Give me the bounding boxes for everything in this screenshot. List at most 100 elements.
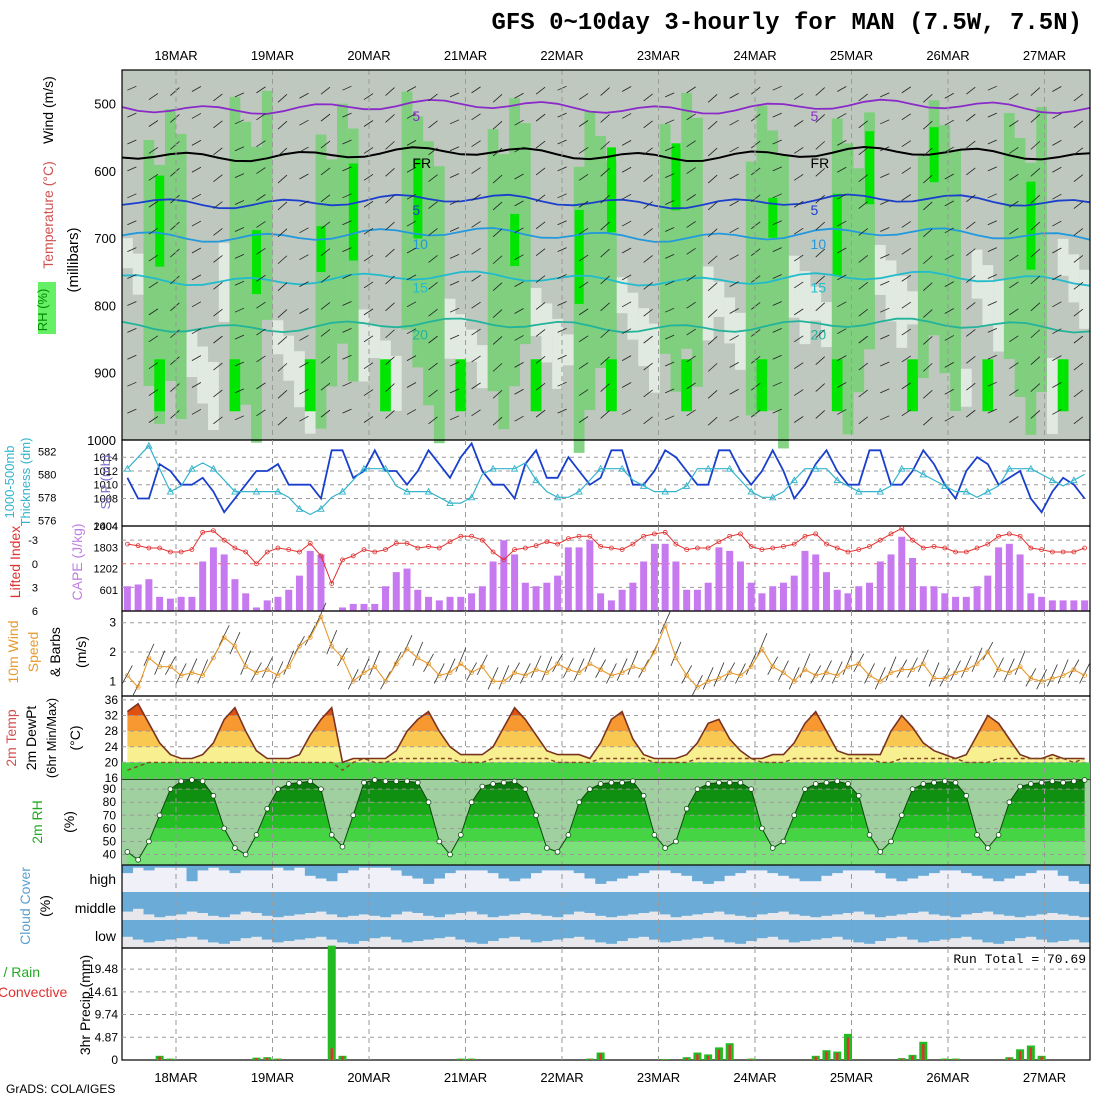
- rh-mid-cell: [154, 164, 166, 424]
- thickness-marker: [489, 464, 497, 472]
- rh-mid-cell: [853, 168, 865, 393]
- cloud-bar-middle: [778, 892, 790, 912]
- wind10m-marker: [297, 643, 302, 649]
- cape-bar: [209, 547, 217, 611]
- cape-bar: [736, 561, 744, 611]
- upper-wind-barb: [794, 93, 804, 100]
- upper-wind-barb: [643, 335, 653, 344]
- upper-wind-barb: [772, 85, 782, 91]
- cloud-bar-high: [476, 865, 488, 871]
- cloud-bar-high: [1046, 865, 1059, 871]
- upper-wind-barb: [578, 200, 589, 208]
- upper-wind-barb: [535, 221, 546, 230]
- precip-convective-bar: [330, 1048, 333, 1060]
- wind10m-barb: [616, 658, 628, 681]
- cloud-bar-low: [778, 920, 790, 940]
- thickness-marker: [962, 487, 971, 495]
- upper-wind-barb: [600, 329, 610, 339]
- temp-band: [127, 731, 1085, 747]
- upper-wind-barb: [600, 167, 610, 177]
- cloud-bar-middle: [552, 892, 564, 918]
- lifted-marker: [200, 529, 206, 535]
- upper-wind-barb: [342, 193, 352, 199]
- upper-wind-barb: [643, 93, 653, 102]
- upper-wind-barb: [213, 389, 223, 398]
- cloud-bar-low: [315, 920, 327, 937]
- rh2m-tick: 70: [103, 808, 117, 822]
- wind10m-marker: [318, 614, 324, 620]
- upper-wind-barb: [449, 173, 460, 179]
- lifted-marker: [178, 549, 184, 555]
- upper-wind-barb: [492, 389, 503, 399]
- cloud-bar-high: [595, 865, 607, 884]
- thickness-marker: [725, 464, 734, 472]
- upper-wind-barb: [492, 255, 503, 265]
- cloud-bar-low: [1057, 920, 1069, 941]
- cloud-bar-high: [132, 865, 144, 868]
- cape-bar: [650, 543, 658, 611]
- upper-wind-barb: [858, 308, 869, 317]
- cloud-bar-low: [853, 920, 865, 943]
- upper-wind-barb: [686, 221, 696, 228]
- wind10m-barb: [455, 647, 467, 672]
- cloud-bar-middle: [874, 892, 886, 918]
- cloud-bar-high: [778, 865, 790, 876]
- lifted-marker: [264, 549, 270, 555]
- upper-wind-barb: [406, 409, 417, 415]
- cloud-bar-middle: [788, 892, 800, 915]
- cloud-bar-high: [1079, 865, 1091, 884]
- cape-bar: [930, 586, 938, 611]
- cloud-bar-middle: [756, 892, 768, 915]
- wind10m-barb: [584, 647, 596, 672]
- lifted-marker: [383, 547, 388, 553]
- cape-bar: [1027, 593, 1035, 611]
- date-label-bottom: 23MAR: [637, 1070, 680, 1085]
- cloud-bar-low: [756, 920, 768, 939]
- cloud-bar-middle: [466, 892, 478, 912]
- thickness-marker: [1027, 464, 1035, 472]
- lifted-marker: [953, 549, 958, 555]
- wind10m-marker: [479, 664, 485, 670]
- lifted-marker: [845, 549, 851, 555]
- upper-wind-barb: [449, 388, 460, 394]
- rh-bright-low: [530, 359, 542, 412]
- upper-wind-barb: [944, 308, 954, 314]
- wind10m-marker: [404, 646, 410, 652]
- upper-wind-barb: [901, 221, 911, 228]
- thickness-marker: [1070, 476, 1078, 484]
- upper-wind-barb: [148, 147, 159, 154]
- cloud-bar-low: [896, 920, 908, 937]
- upper-wind-barb: [535, 329, 546, 337]
- upper-wind-barb: [170, 356, 180, 365]
- precip-convective-bar: [1008, 1057, 1011, 1060]
- temp-tick: 24: [105, 740, 119, 754]
- lifted-marker: [469, 533, 474, 539]
- upper-wind-barb: [815, 383, 825, 392]
- upper-wind-barb: [729, 254, 739, 261]
- cape-bar: [220, 554, 228, 611]
- rh-mid-cell: [778, 155, 789, 449]
- wind10m-marker: [845, 664, 851, 670]
- cloud-bar-middle: [896, 892, 908, 915]
- upper-wind-barb: [277, 255, 288, 265]
- date-label-top: 25MAR: [830, 48, 873, 63]
- upper-wind-barb: [471, 301, 481, 309]
- thickness-marker: [360, 464, 368, 472]
- cloud-bar-middle: [433, 892, 445, 918]
- upper-wind-barb: [342, 301, 352, 306]
- cape-bar: [693, 589, 701, 611]
- upper-wind-barb: [643, 228, 653, 236]
- lifted-marker: [307, 540, 313, 546]
- cape-bar: [295, 575, 303, 611]
- upper-wind-barb: [815, 329, 825, 339]
- lifted-marker: [619, 547, 625, 553]
- upper-wind-barb: [1009, 173, 1019, 181]
- cloud-bar-low: [821, 920, 833, 939]
- upper-wind-barb: [406, 113, 417, 119]
- upper-wind-barb: [428, 416, 438, 425]
- lifted-marker: [996, 533, 1001, 539]
- precip-convective-bar: [158, 1056, 161, 1060]
- lifted-marker: [856, 547, 862, 553]
- thickness-marker: [639, 481, 648, 489]
- upper-wind-barb: [578, 227, 589, 235]
